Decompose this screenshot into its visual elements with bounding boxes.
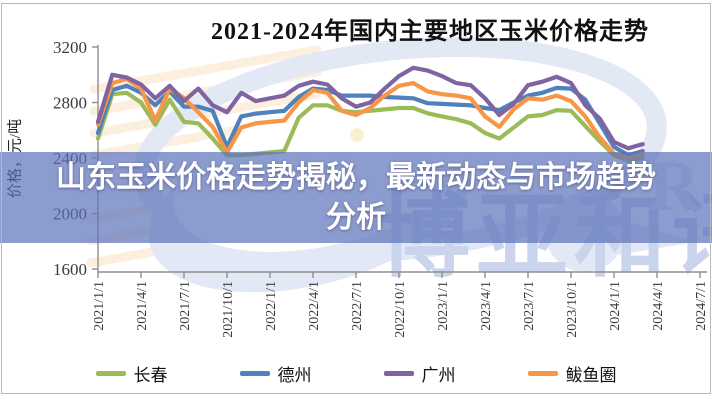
x-tick-label: 2021/7/1 xyxy=(178,281,193,331)
legend-item-guangzhou: 广州 xyxy=(383,361,456,386)
bird-eye-dot xyxy=(350,128,364,142)
x-tick-label: 2021/10/1 xyxy=(221,281,236,338)
chart-legend: 长春 德州 广州 鲅鱼圈 xyxy=(0,361,712,386)
x-tick-label: 2023/10/1 xyxy=(565,281,580,338)
legend-swatch-bayuquan xyxy=(527,371,558,376)
y-tick-label: 3200 xyxy=(53,38,87,57)
chart-title: 2021-2024年国内主要地区玉米价格走势 xyxy=(211,19,649,45)
series-line-changchun xyxy=(95,90,645,163)
legend-swatch-guangzhou xyxy=(383,371,414,376)
x-tick-label: 2022/4/1 xyxy=(307,281,322,331)
x-tick-label: 2021/4/1 xyxy=(135,281,150,331)
legend-label-guangzhou: 广州 xyxy=(421,366,456,385)
legend-item-bayuquan: 鲅鱼圈 xyxy=(527,361,617,386)
x-tick-label: 2022/7/1 xyxy=(350,281,365,331)
x-tick-label: 2021/1/1 xyxy=(92,281,107,331)
x-tick-label: 2024/7/1 xyxy=(694,281,709,331)
x-tick-label: 2022/10/1 xyxy=(393,281,408,338)
legend-label-dezhou: 德州 xyxy=(277,366,312,385)
x-tick-label: 2023/1/1 xyxy=(436,281,451,331)
y-tick-label: 2800 xyxy=(53,94,87,113)
x-tick-label: 2024/1/1 xyxy=(608,281,623,331)
series-line-guangzhou xyxy=(95,65,645,151)
legend-swatch-dezhou xyxy=(239,371,270,376)
headline-line-2: 分析 xyxy=(326,200,386,234)
x-tick-label: 2023/7/1 xyxy=(522,281,537,331)
series-line-dezhou xyxy=(95,83,645,158)
legend-label-changchun: 长春 xyxy=(133,366,168,385)
x-tick-label: 2022/1/1 xyxy=(264,281,279,331)
x-tick-label: 2024/4/1 xyxy=(651,281,666,331)
legend-swatch-changchun xyxy=(95,371,126,376)
legend-item-changchun: 长春 xyxy=(95,361,168,386)
headline-line-1: 山东玉米价格走势揭秘，最新动态与市场趋势 xyxy=(56,160,656,194)
legend-item-dezhou: 德州 xyxy=(239,361,312,386)
legend-label-bayuquan: 鲅鱼圈 xyxy=(565,366,617,385)
x-tick-label: 2023/4/1 xyxy=(479,281,494,331)
headline-overlay-band: 山东玉米价格走势揭秘，最新动态与市场趋势 分析 xyxy=(0,152,712,243)
series-line-bayuquan xyxy=(95,76,645,161)
y-tick-label: 1600 xyxy=(53,260,87,279)
